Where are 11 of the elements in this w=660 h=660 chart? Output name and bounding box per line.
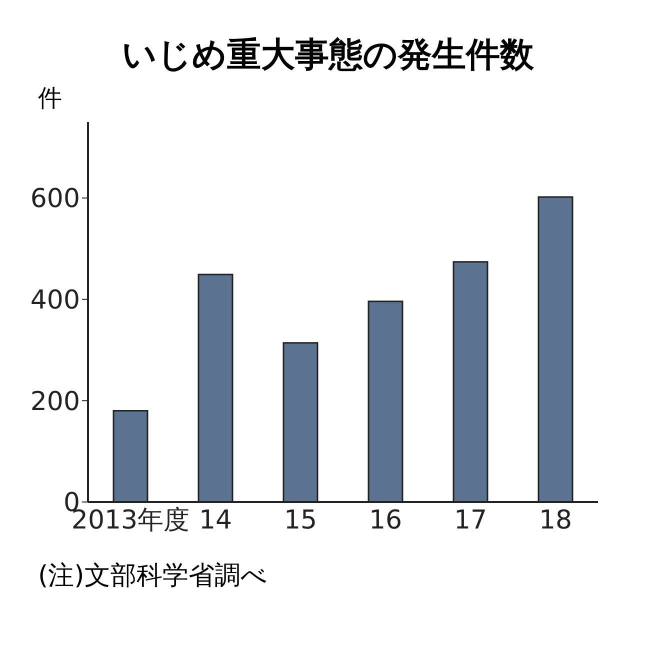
y-tick-label: 600 <box>30 184 80 214</box>
y-tick-label: 400 <box>30 286 80 316</box>
x-tick-label: 15 <box>284 505 318 536</box>
x-tick-label: 16 <box>368 505 402 536</box>
x-tick-label: 14 <box>198 505 232 536</box>
text: (注)文部科学省調べ <box>38 560 268 593</box>
y-axis-title: 件 <box>38 83 63 112</box>
chart-title: いじめ重大事態の発生件数 <box>121 34 535 77</box>
x-tick-label: 17 <box>454 505 488 536</box>
y-tick-label: 200 <box>30 386 80 417</box>
x-tick-label: 18 <box>538 505 572 536</box>
